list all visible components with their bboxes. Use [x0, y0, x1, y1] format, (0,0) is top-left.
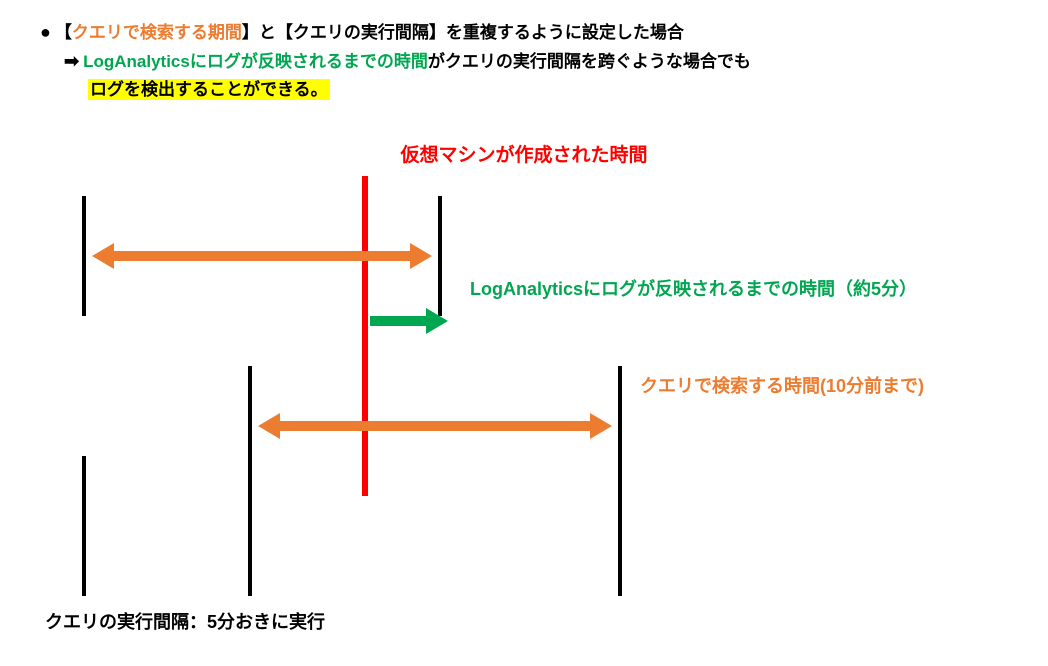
log-reflection-label: LogAnalyticsにログが反映されるまでの時間（約5分）: [470, 275, 917, 301]
highlight-text: ログを検出することができる。: [88, 79, 330, 100]
header-line-2: ➡ LogAnalyticsにログが反映されるまでの時間 が クエリの実行間隔 …: [64, 47, 751, 76]
vm-created-label: 仮想マシンが作成された時間: [0, 140, 1048, 167]
header-line-1: ● 【 クエリで検索する期間 】と【クエリの実行間隔】を重複するように設定した場…: [40, 18, 751, 47]
text-part: 】と【クエリの実行間隔】を重複するように設定した場合: [242, 19, 684, 46]
interval-label: クエリの実行間隔：5分おきに実行: [45, 608, 325, 634]
text-part: が: [428, 48, 445, 75]
bold-text: クエリの実行間隔: [445, 48, 581, 75]
text-part: を跨ぐような場合でも: [581, 48, 751, 75]
bullet-icon: ●: [40, 18, 51, 47]
diagram-area: 仮想マシンが作成された時間 LogAnalyticsにログが反映されるまでの時間…: [0, 140, 1048, 640]
arrow-icon: ➡: [64, 47, 79, 76]
header-line-3: ログを検出することができる。: [88, 76, 751, 103]
green-text: LogAnalyticsにログが反映されるまでの時間: [83, 48, 428, 75]
header-block: ● 【 クエリで検索する期間 】と【クエリの実行間隔】を重複するように設定した場…: [40, 18, 751, 103]
query-search-label: クエリで検索する時間(10分前まで): [640, 372, 924, 398]
orange-text: クエリで検索する期間: [72, 19, 242, 46]
text-part: 【: [55, 19, 72, 46]
